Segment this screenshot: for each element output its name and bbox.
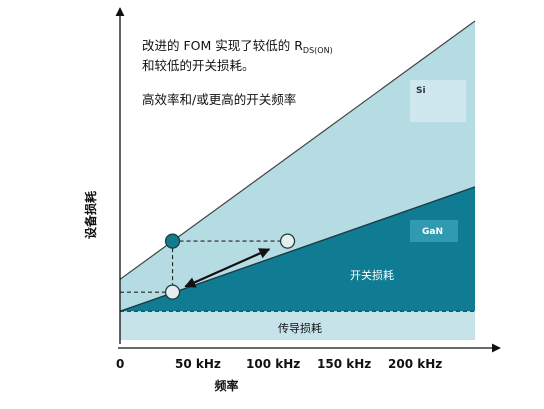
conduction-loss-band	[120, 311, 475, 340]
gan-series-label: GaN	[422, 227, 443, 237]
operating-point-gan-marker	[164, 284, 181, 300]
operating-point-gan-high-freq-marker	[279, 233, 296, 249]
conduction-loss-label: 传导损耗	[278, 321, 322, 335]
annotation-line-1: 改进的 FOM 实现了较低的 RDS(ON)	[142, 38, 333, 55]
x-tick-label: 100 kHz	[246, 357, 300, 371]
x-axis-title: 频率	[214, 378, 238, 393]
si-series-line	[119, 20, 476, 280]
x-tick-label: 150 kHz	[317, 357, 371, 371]
gan-label-box	[410, 220, 458, 242]
annotation-line-2: 和较低的开关损耗。	[142, 58, 255, 73]
x-tick-label: 200 kHz	[388, 357, 442, 371]
y-axis-title: 设备损耗	[83, 191, 98, 239]
si-label-box	[410, 80, 466, 122]
si-series-label: Si	[416, 86, 426, 96]
switching-loss-label: 开关损耗	[350, 268, 394, 282]
annotation-line-3: 高效率和/或更高的开关频率	[142, 92, 296, 107]
annotation-line-1-text: 改进的 FOM 实现了较低的 R	[142, 38, 303, 53]
rdson-subscript: DS(ON)	[303, 46, 333, 55]
x-tick-label: 50 kHz	[175, 357, 221, 371]
operating-point-si-marker	[164, 233, 181, 249]
x-tick-label: 0	[116, 357, 124, 371]
frequency-shift-arrow	[184, 248, 271, 288]
